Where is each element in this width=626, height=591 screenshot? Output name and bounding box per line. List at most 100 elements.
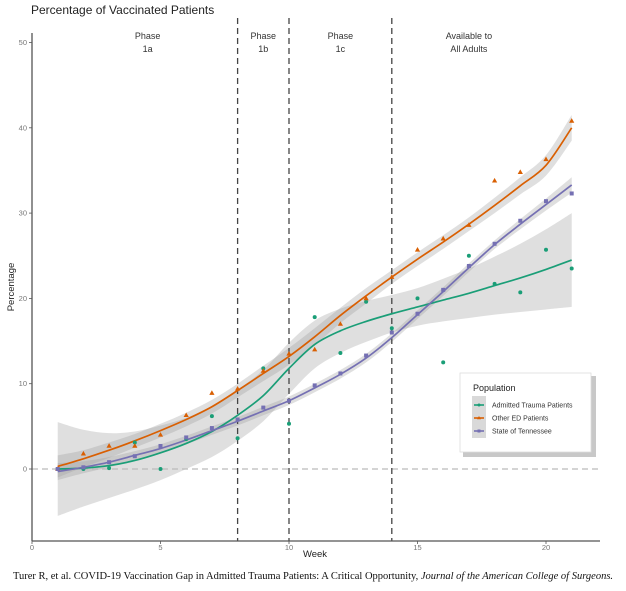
data-points: [55, 118, 575, 471]
point-state-of-tennessee-week-17: [466, 263, 471, 268]
point-other-ed-patients-week-11: [312, 346, 318, 352]
x-axis-title: Week: [303, 549, 327, 560]
legend: Population Admitted Trauma Patients Other…: [459, 372, 596, 457]
point-state-of-tennessee-week-4: [132, 454, 137, 459]
point-other-ed-patients-week-9: [260, 368, 266, 373]
phase-label-line1: Phase: [328, 31, 354, 41]
point-other-ed-patients-week-2: [80, 450, 86, 456]
y-tick-label: 50: [19, 38, 27, 47]
legend-marker-state-of-tennessee: [477, 429, 481, 433]
point-other-ed-patients-week-3: [106, 443, 112, 448]
point-state-of-tennessee-week-3: [107, 460, 112, 465]
y-axis-title: Percentage: [6, 263, 17, 312]
point-admitted-trauma-patients-week-16: [441, 360, 446, 365]
point-admitted-trauma-patients-week-21: [569, 266, 574, 271]
point-admitted-trauma-patients-week-13: [364, 299, 369, 304]
point-state-of-tennessee-week-21: [569, 191, 574, 196]
point-other-ed-patients-week-7: [209, 390, 215, 395]
point-admitted-trauma-patients-week-10: [287, 421, 291, 426]
point-other-ed-patients-week-4: [132, 443, 138, 448]
point-admitted-trauma-patients-week-20: [544, 247, 548, 252]
point-other-ed-patients-week-19: [517, 169, 523, 174]
point-admitted-trauma-patients-week-7: [209, 414, 214, 419]
point-other-ed-patients-week-10: [286, 351, 292, 356]
point-admitted-trauma-patients-week-14: [389, 326, 394, 331]
point-other-ed-patients-week-20: [543, 156, 549, 162]
point-other-ed-patients-week-13: [363, 295, 369, 301]
point-other-ed-patients-week-5: [157, 432, 164, 437]
point-admitted-trauma-patients-week-5: [158, 467, 163, 471]
fit-line-other-ed-patients: [57, 127, 573, 468]
point-other-ed-patients-week-14: [389, 274, 395, 279]
reference-lines: [32, 18, 600, 541]
point-state-of-tennessee-week-5: [158, 443, 163, 448]
point-state-of-tennessee-week-10: [287, 398, 291, 403]
phase-labels: Phase 1a Phase 1b Phase 1c Available to All Adu…: [135, 31, 492, 54]
point-state-of-tennessee-week-8: [235, 417, 240, 422]
point-state-of-tennessee-week-14: [389, 330, 394, 335]
journal-name: Journal of the American College of Surge…: [420, 571, 614, 582]
point-other-ed-patients-week-12: [337, 321, 343, 326]
x-tick-label: 0: [30, 543, 34, 552]
phase-label-line1: Available to: [446, 31, 492, 41]
citation-text: Turer R, et al. COVID-19 Vaccination Gap…: [12, 571, 421, 582]
point-state-of-tennessee-week-15: [415, 311, 420, 316]
point-admitted-trauma-patients-week-18: [492, 281, 497, 286]
tick-labels: 0 10 20 30 40 50 0 5 10 15 20: [19, 38, 551, 552]
point-admitted-trauma-patients-week-11: [312, 315, 317, 320]
point-state-of-tennessee-week-13: [364, 353, 369, 358]
x-tick-label: 10: [285, 543, 293, 552]
phase-label-line1: Phase: [251, 31, 277, 41]
fit-lines: [57, 127, 573, 473]
phase-label-line2: 1c: [336, 44, 346, 54]
legend-label-admitted-trauma-patients: Admitted Trauma Patients: [492, 403, 573, 410]
citation-caption: Turer R, et al. COVID-19 Vaccination Gap…: [0, 571, 626, 582]
point-other-ed-patients-week-15: [414, 246, 421, 252]
y-tick-label: 20: [19, 294, 27, 303]
point-state-of-tennessee-week-12: [338, 371, 343, 376]
legend-label-state-of-tennessee: State of Tennessee: [492, 429, 552, 436]
point-admitted-trauma-patients-week-15: [415, 296, 420, 301]
axes: [31, 33, 600, 542]
point-state-of-tennessee-week-16: [441, 287, 446, 292]
fit-line-admitted-trauma-patients: [57, 259, 572, 470]
point-state-of-tennessee-week-7: [209, 426, 214, 431]
point-admitted-trauma-patients-week-4: [132, 440, 137, 445]
phase-label-line2: 1a: [143, 44, 153, 54]
point-state-of-tennessee-week-20: [544, 199, 548, 204]
point-state-of-tennessee-week-11: [312, 383, 317, 388]
phase-label-line1: Phase: [135, 31, 161, 41]
point-state-of-tennessee-week-18: [492, 241, 497, 246]
point-state-of-tennessee-week-19: [518, 218, 523, 223]
x-tick-label: 20: [542, 543, 550, 552]
point-admitted-trauma-patients-week-3: [107, 466, 112, 471]
y-tick-label: 40: [19, 123, 27, 132]
y-tick-label: 10: [19, 379, 27, 388]
legend-label-other-ed-patients: Other ED Patients: [492, 416, 549, 423]
legend-title: Population: [473, 383, 516, 393]
phase-label-line2: 1b: [258, 44, 268, 54]
y-tick-label: 30: [19, 209, 27, 218]
point-other-ed-patients-week-16: [440, 235, 446, 241]
point-other-ed-patients-week-8: [235, 386, 241, 391]
x-tick-label: 15: [413, 543, 421, 552]
legend-marker-admitted-trauma-patients: [477, 403, 481, 407]
fit-line-state-of-tennessee: [57, 184, 573, 473]
x-tick-label: 5: [158, 543, 162, 552]
chart-title: Percentage of Vaccinated Patients: [31, 3, 215, 17]
point-admitted-trauma-patients-week-8: [235, 436, 240, 441]
y-tick-label: 0: [23, 465, 27, 474]
point-admitted-trauma-patients-week-17: [466, 253, 471, 258]
point-admitted-trauma-patients-week-19: [518, 290, 523, 295]
point-admitted-trauma-patients-week-12: [338, 350, 343, 355]
point-state-of-tennessee-week-6: [184, 435, 189, 440]
point-state-of-tennessee-week-9: [261, 405, 266, 410]
point-state-of-tennessee-week-2: [81, 465, 86, 470]
point-other-ed-patients-week-18: [492, 177, 498, 183]
point-other-ed-patients-week-21: [569, 118, 575, 123]
ci-band-admitted-trauma-patients: [57, 213, 572, 516]
point-other-ed-patients-week-17: [466, 222, 472, 227]
legend-marker-other-ed-patients: [477, 416, 481, 420]
point-other-ed-patients-week-6: [183, 412, 189, 418]
